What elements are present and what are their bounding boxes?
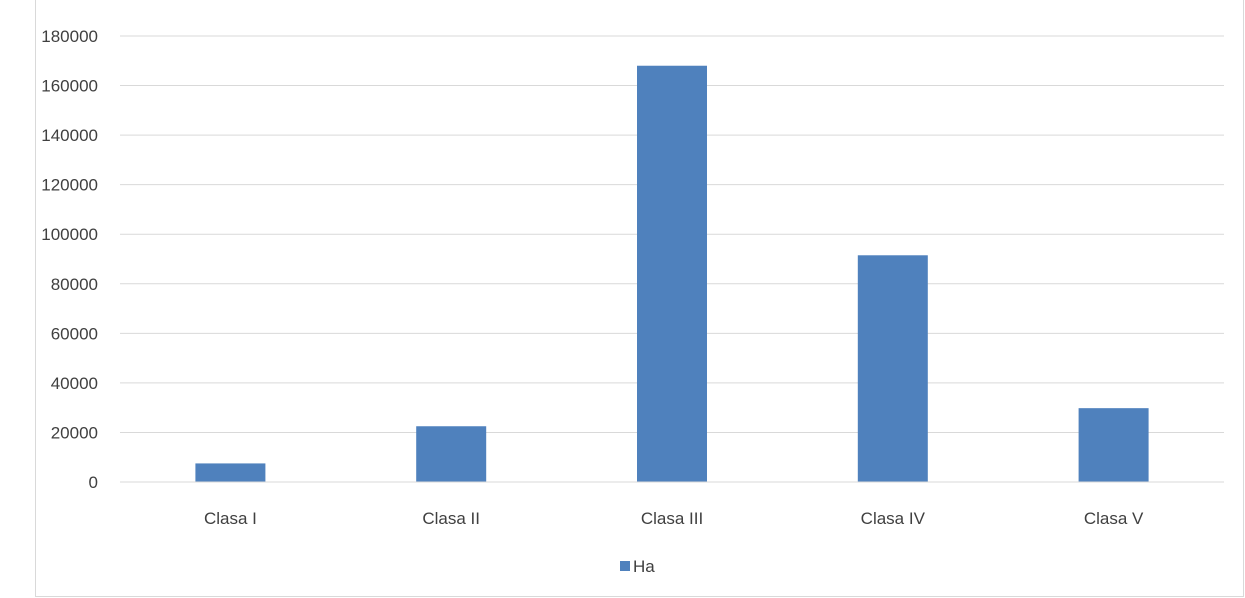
x-tick-label: Clasa IV (861, 509, 926, 528)
y-tick-label: 40000 (51, 374, 98, 393)
bar-clasa-ii (416, 426, 487, 482)
bar-clasa-v (1078, 408, 1149, 482)
y-tick-label: 120000 (41, 176, 98, 195)
y-tick-label: 0 (89, 473, 98, 492)
x-tick-label: Clasa I (204, 509, 257, 528)
bar-clasa-iii (637, 65, 707, 482)
bar-clasa-i (195, 463, 266, 482)
y-tick-label: 20000 (51, 423, 98, 442)
chart-frame (35, 0, 1244, 597)
x-tick-label: Clasa II (422, 509, 480, 528)
legend-label-ha: Ha (633, 557, 655, 576)
legend-swatch-ha (620, 561, 630, 571)
y-tick-label: 140000 (41, 126, 98, 145)
y-tick-label: 80000 (51, 275, 98, 294)
bar-clasa-iv (857, 255, 928, 482)
y-tick-label: 100000 (41, 225, 98, 244)
bars (195, 65, 1149, 482)
x-tick-label: Clasa III (641, 509, 703, 528)
y-tick-label: 60000 (51, 324, 98, 343)
y-tick-label: 180000 (41, 27, 98, 46)
x-tick-label: Clasa V (1084, 509, 1144, 528)
y-tick-label: 160000 (41, 77, 98, 96)
x-axis-tick-labels: Clasa I Clasa II Clasa III Clasa IV Clasa V (204, 509, 1144, 528)
y-axis-tick-labels: 0 20000 40000 60000 80000 100000 120000 140000 1… (41, 27, 98, 492)
legend: Ha (620, 557, 655, 576)
